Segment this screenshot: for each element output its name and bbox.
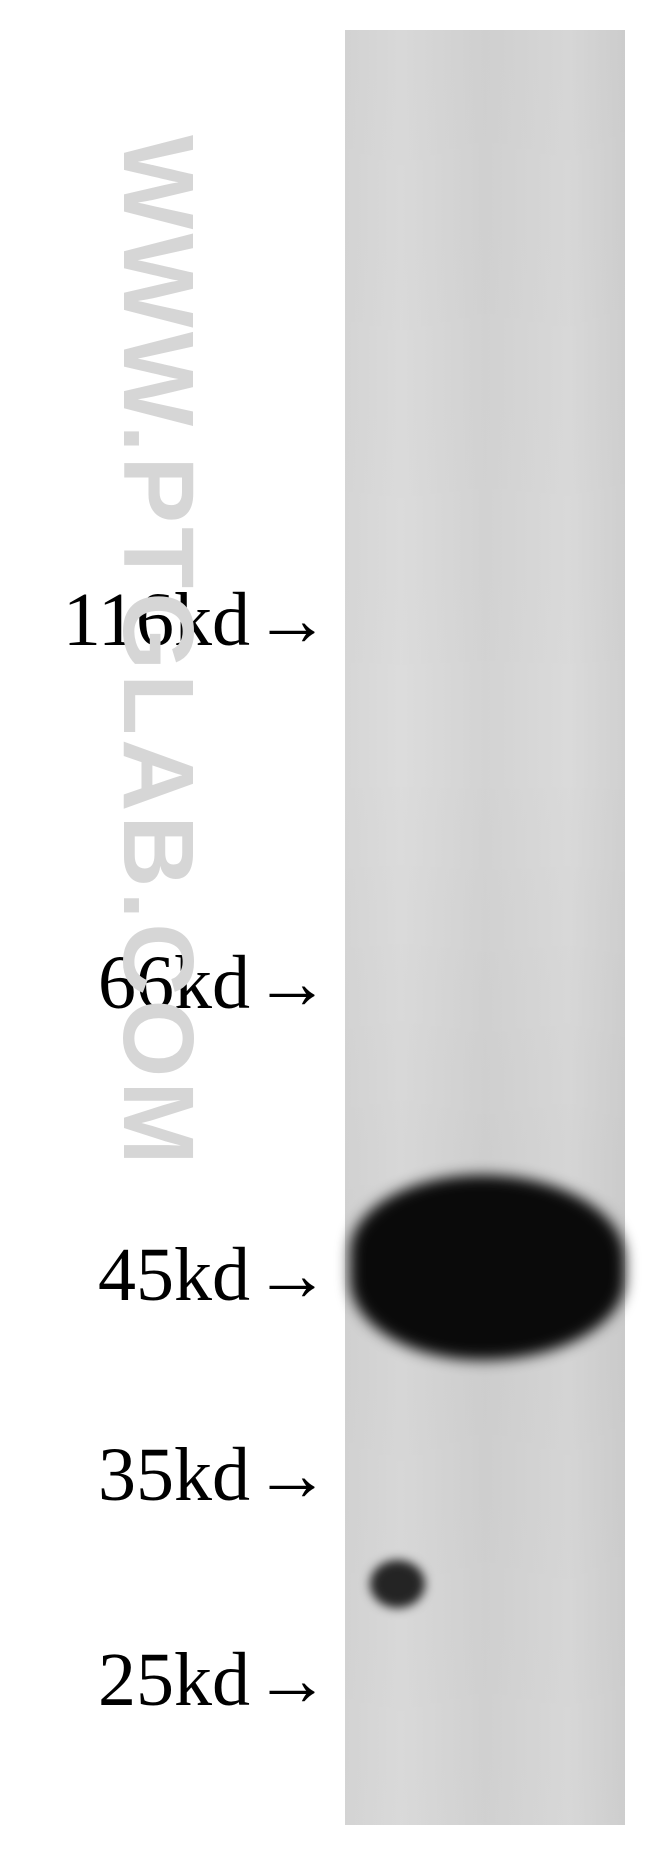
- arrow-icon: →: [254, 945, 330, 1021]
- marker-text: 25kd: [98, 1638, 250, 1722]
- marker-label: 45kd→: [98, 1237, 330, 1313]
- lane-svg: [345, 30, 625, 1825]
- marker-label: 35kd→: [98, 1437, 330, 1513]
- arrow-icon: →: [254, 582, 330, 658]
- main-band: [350, 1175, 625, 1360]
- marker-label: 66kd→: [98, 945, 330, 1021]
- marker-text: 35kd: [98, 1433, 250, 1517]
- marker-text: 66kd: [98, 941, 250, 1025]
- arrow-icon: →: [254, 1437, 330, 1513]
- marker-label: 25kd→: [98, 1642, 330, 1718]
- arrow-icon: →: [254, 1237, 330, 1313]
- faint-band-low: [370, 1560, 425, 1608]
- blot-lane: [345, 30, 625, 1825]
- arrow-icon: →: [254, 1642, 330, 1718]
- marker-label: 116kd→: [63, 582, 330, 658]
- marker-text: 116kd: [63, 578, 250, 662]
- marker-text: 45kd: [98, 1233, 250, 1317]
